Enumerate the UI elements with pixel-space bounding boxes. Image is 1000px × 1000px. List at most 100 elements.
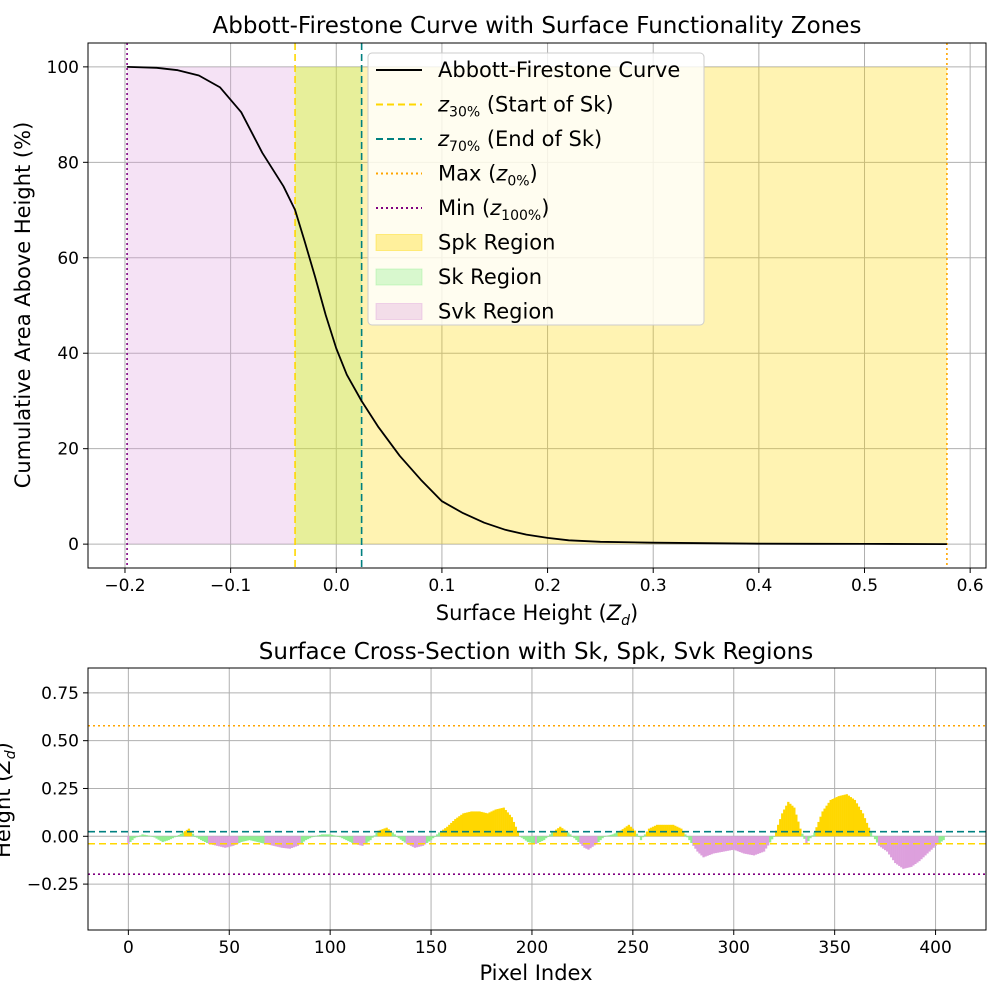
bottom-x-tick-label: 400 — [919, 938, 951, 958]
profile-fill-bar — [750, 836, 754, 856]
profile-fill-bar — [797, 821, 800, 837]
profile-fill-bar — [662, 824, 665, 837]
profile-fill-bar — [460, 814, 463, 837]
profile-fill-bar — [573, 836, 576, 839]
profile-fill-bar — [205, 836, 209, 843]
profile-fill-bar — [766, 836, 770, 846]
profile-fill-bar — [450, 822, 453, 837]
profile-fill-bar — [143, 834, 146, 837]
profile-fill-bar — [619, 830, 622, 837]
profile-fill-bar — [530, 836, 534, 843]
profile-fill-bar — [641, 836, 645, 838]
profile-fill-bar — [936, 836, 939, 845]
profile-fill-bar — [304, 836, 308, 841]
profile-fill-bar — [791, 805, 794, 837]
profile-fill-bar — [871, 835, 875, 837]
profile-fill-bar — [157, 836, 160, 840]
profile-fill-bar — [849, 797, 852, 837]
profile-fill-bar — [197, 836, 201, 839]
profile-fill-bar — [793, 807, 796, 837]
top-curve-group — [127, 66, 947, 545]
legend-swatch-svk — [375, 303, 423, 320]
profile-fill-bar — [268, 836, 271, 845]
profile-fill-bar — [823, 808, 826, 837]
profile-fill-bar — [365, 836, 368, 843]
profile-fill-bar — [508, 814, 511, 837]
profile-fill-bar — [609, 834, 612, 837]
profile-fill-bar — [617, 831, 620, 837]
profile-fill-bar — [316, 835, 320, 837]
profile-fill-bar — [643, 834, 647, 837]
profile-fill-bar — [859, 809, 863, 837]
profile-fill-bar — [942, 836, 945, 841]
profile-fill-bar — [417, 836, 421, 847]
profile-fill-bar — [861, 813, 865, 837]
profile-fill-bar — [421, 836, 425, 846]
profile-fill-bar — [819, 816, 822, 837]
profile-fill-bar — [758, 836, 762, 854]
profile-fill-bar — [855, 803, 859, 837]
profile-fill-bar — [571, 836, 574, 837]
bottom-x-tick-label: 300 — [718, 938, 750, 958]
profile-fill-bar — [127, 836, 130, 844]
profile-fill-bar — [544, 836, 548, 839]
profile-fill-bar — [890, 836, 893, 858]
legend-swatch-spk — [375, 234, 423, 251]
profile-fill-bar — [934, 836, 937, 846]
profile-fill-bar — [601, 836, 604, 839]
profile-fill-bar — [714, 836, 717, 854]
legend-label-curve: Abbott-Firestone Curve — [438, 58, 680, 82]
profile-fill-bar — [563, 829, 566, 837]
profile-fill-bar — [440, 831, 443, 837]
profile-fill-bar — [575, 836, 578, 841]
profile-fill-bar — [549, 834, 552, 837]
top-x-axis-title: Surface Height (Zd) — [436, 601, 638, 629]
profile-fill-bar — [621, 829, 624, 837]
profile-fill-bar — [496, 809, 499, 837]
profile-fill-bar — [787, 801, 790, 837]
profile-fill-bar — [431, 836, 435, 839]
profile-fill-bar — [494, 809, 497, 837]
profile-fill-bar — [559, 826, 562, 837]
sk-region-band — [295, 66, 362, 545]
profile-fill-bar — [770, 836, 774, 840]
profile-fill-bar — [534, 836, 538, 844]
legend-label-min: Min (z100%) — [438, 196, 549, 224]
profile-fill-bar — [734, 836, 737, 851]
profile-fill-bar — [938, 836, 941, 843]
profile-fill-bar — [179, 833, 183, 837]
legend-label-svk: Svk Region — [438, 300, 554, 324]
profile-fill-bar — [538, 836, 542, 843]
profile-fill-bar — [393, 834, 396, 837]
profile-fill-bar — [833, 798, 836, 837]
profile-fill-bar — [910, 836, 913, 867]
profile-fill-bar — [724, 836, 727, 852]
profile-fill-bar — [442, 829, 445, 837]
profile-fill-bar — [327, 834, 330, 837]
profile-fill-bar — [918, 836, 921, 862]
profile-fill-bar — [466, 812, 469, 837]
profile-fill-bar — [216, 836, 219, 846]
profile-fill-bar — [926, 836, 929, 854]
profile-fill-bar — [589, 836, 592, 849]
profile-fill-bar — [694, 836, 697, 849]
profile-fill-bar — [286, 836, 289, 849]
profile-fill-bar — [768, 836, 772, 843]
profile-fill-bar — [240, 836, 243, 843]
profile-fill-bar — [756, 836, 760, 854]
profile-fill-bar — [817, 821, 820, 837]
profile-fill-bar — [193, 836, 197, 837]
profile-fill-bar — [448, 824, 451, 837]
profile-fill-bar — [847, 795, 850, 837]
profile-fill-bar — [363, 836, 366, 845]
profile-fill-bar — [524, 836, 528, 841]
profile-fill-bar — [280, 836, 283, 848]
profile-fill-bar — [666, 824, 669, 837]
profile-fill-bar — [900, 836, 903, 868]
profile-fill-bar — [546, 836, 550, 837]
top-x-tick-label: 0.3 — [640, 576, 667, 596]
profile-fill-bar — [377, 830, 380, 837]
profile-fill-bar — [270, 836, 273, 846]
profile-fill-bar — [310, 836, 314, 838]
profile-fill-bar — [595, 836, 598, 844]
